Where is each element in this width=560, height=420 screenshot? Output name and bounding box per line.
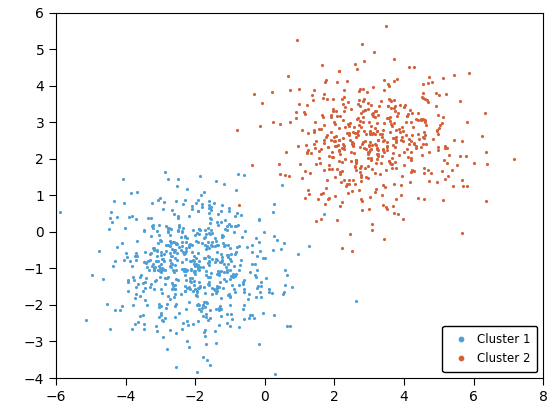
Cluster 2 [383, 24, 390, 29]
Cluster 2 [412, 144, 419, 149]
Cluster 1 [162, 170, 169, 175]
Cluster 2 [438, 121, 445, 126]
Cluster 2 [354, 116, 361, 121]
Cluster 2 [349, 248, 356, 253]
Legend: Cluster 1, Cluster 2: Cluster 1, Cluster 2 [442, 326, 537, 372]
Cluster 1 [272, 372, 278, 377]
Cluster 2 [396, 127, 403, 132]
Cluster 1 [151, 248, 157, 253]
Cluster 2 [295, 144, 302, 149]
Cluster 2 [371, 125, 378, 130]
Cluster 1 [208, 216, 214, 221]
Line: Cluster 1: Cluster 1 [58, 171, 358, 376]
Cluster 2 [374, 120, 381, 125]
Cluster 1 [204, 301, 211, 306]
Cluster 1 [167, 232, 174, 237]
Cluster 1 [270, 312, 277, 318]
Cluster 1 [213, 238, 220, 243]
Line: Cluster 2: Cluster 2 [235, 24, 515, 252]
Cluster 2 [338, 245, 345, 250]
Cluster 1 [191, 269, 198, 274]
Cluster 1 [240, 316, 247, 321]
